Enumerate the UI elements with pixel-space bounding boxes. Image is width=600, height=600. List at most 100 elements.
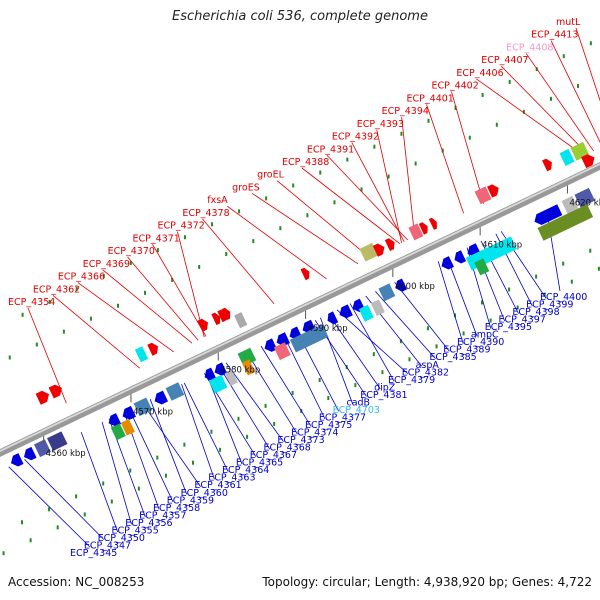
lower-feature-36: [561, 195, 579, 214]
kbp-tick-label: 4590 kbp: [308, 324, 348, 334]
lower-feature-37: [574, 187, 595, 208]
lower-gene-17: [264, 338, 278, 352]
gene-label: ECP_4395: [485, 322, 532, 333]
gene-label: ECP_4397: [499, 315, 546, 326]
track-tick-1: [468, 135, 471, 140]
track-tick-2: [21, 520, 24, 525]
gene-label: ECP_4401: [407, 93, 454, 104]
lower-leader-line: [141, 402, 201, 487]
gene-label: ECP_4379: [388, 375, 435, 386]
track-tick-3: [543, 292, 546, 297]
lower-gene-23: [327, 311, 339, 325]
track-tick-2: [291, 390, 294, 395]
upper-gene-7: [221, 307, 231, 321]
upper-leader-line: [77, 282, 174, 353]
gene-label: groEL: [257, 170, 285, 181]
track-tick-2: [183, 442, 186, 447]
track-tick-1: [387, 174, 390, 179]
lower-feature-10: [165, 382, 185, 401]
upper-feature-19: [559, 148, 575, 166]
upper-gene-1: [48, 384, 62, 399]
track-tick-2: [210, 429, 213, 434]
kbp-tick-label: 4580 kbp: [220, 366, 260, 376]
track-tick-3: [137, 486, 140, 491]
kbp-tick-label: 4610 kbp: [482, 240, 522, 250]
upper-feature-13: [408, 223, 424, 241]
track-tick-0: [400, 131, 403, 136]
gene-label: ECP_4399: [526, 300, 573, 311]
track-tick-2: [129, 468, 132, 473]
gene-label: ECP_4368: [264, 443, 311, 454]
track-tick-0: [211, 222, 214, 227]
track-tick-1: [198, 264, 201, 269]
track-tick-3: [164, 473, 167, 478]
gene-features: [11, 141, 595, 467]
gene-label: ECP_4357: [139, 510, 186, 521]
track-tick-2: [481, 300, 484, 305]
genome-backbone: [0, 162, 600, 457]
upper-leader-line: [351, 142, 405, 242]
upper-feature-8: [234, 312, 248, 329]
track-tick-0: [21, 312, 24, 317]
lower-gene-18: [276, 332, 290, 347]
track-tick-0: [129, 261, 132, 266]
lower-gene-29: [395, 278, 408, 292]
backbone-highlight: [0, 163, 600, 452]
gene-label: ECP_4354: [8, 297, 55, 308]
track-tick-0: [156, 248, 159, 253]
lower-gene-12: [214, 362, 228, 376]
gene-label: ECP_4374: [291, 428, 338, 439]
track-tick-3: [597, 266, 600, 271]
gene-label: ECP_4377: [319, 412, 366, 423]
lower-feature-28: [378, 283, 396, 302]
upper-leader-line: [401, 117, 416, 237]
track-tick-0: [562, 54, 565, 59]
lower-gene-5: [122, 405, 136, 420]
lower-feature-26: [358, 304, 374, 322]
gene-label: ECP_4408: [506, 42, 553, 53]
gene-label: ECP_4355: [111, 525, 158, 536]
gene-label: ECP_4367: [250, 450, 297, 461]
lower-leader-line: [183, 382, 229, 472]
gene-label: ECP_4373: [277, 435, 324, 446]
track-tick-1: [360, 187, 363, 192]
lower-leader-line: [225, 362, 284, 442]
upper-leader-line: [301, 167, 401, 245]
track-tick-2: [508, 287, 511, 292]
track-tick-2: [372, 352, 375, 357]
lower-feature-14: [224, 369, 238, 386]
upper-leader-line: [102, 269, 193, 344]
lower-leader-line: [437, 261, 464, 344]
gene-label: ECP_4369: [83, 259, 130, 270]
lower-feature-6: [133, 397, 153, 417]
track-tick-1: [333, 200, 336, 205]
track-tick-2: [589, 248, 592, 253]
lower-feature-7: [110, 423, 126, 441]
track-tick-2: [75, 494, 78, 499]
track-tick-1: [144, 290, 147, 295]
upper-gene-11: [372, 243, 385, 257]
gene-label: ECP_4407: [481, 55, 528, 66]
track-tick-1: [577, 83, 580, 88]
track-tick-1: [225, 252, 228, 257]
track-tick-2: [237, 416, 240, 421]
track-tick-2: [264, 403, 267, 408]
lower-leader-line: [149, 399, 188, 495]
track-tick-0: [183, 235, 186, 240]
gene-label: ECP_4398: [512, 307, 559, 318]
accession-text: Accession: NC_008253: [8, 575, 145, 589]
track-tick-3: [191, 460, 194, 465]
lower-gene-9: [154, 390, 168, 405]
track-tick-3: [273, 421, 276, 426]
upper-gene-4: [197, 318, 208, 332]
track-tick-1: [35, 342, 38, 347]
track-tick-2: [535, 274, 538, 279]
upper-leader-line: [276, 180, 371, 259]
lower-leader-line: [327, 313, 381, 390]
gene-label: ECP_4365: [236, 458, 283, 469]
gene-label: dipZ: [374, 382, 396, 393]
track-tick-0: [481, 92, 484, 97]
lower-feature-15: [237, 347, 257, 367]
upper-leader-line: [451, 91, 485, 204]
